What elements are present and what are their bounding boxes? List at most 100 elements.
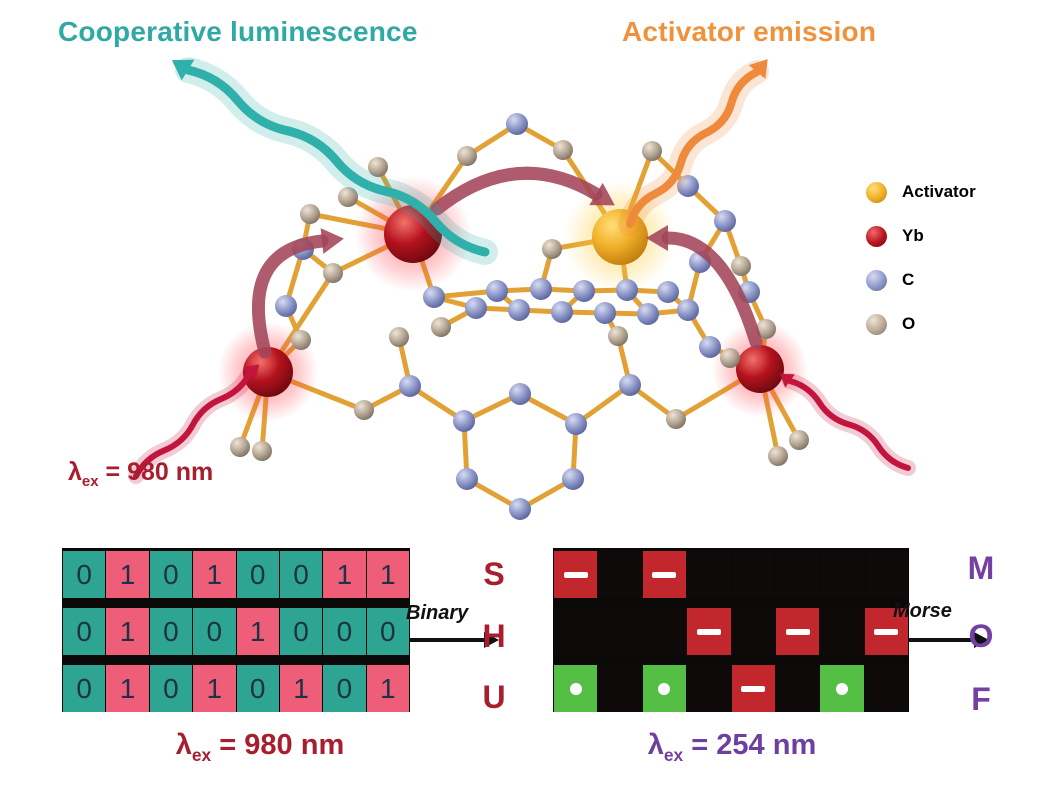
carbon-atom	[275, 295, 297, 317]
energy-transfer-yb-to-activator-head	[589, 182, 615, 206]
carbon-atom	[714, 210, 736, 232]
binary-cell: 0	[323, 665, 366, 712]
carbon-atom	[399, 375, 421, 397]
yb-atom	[243, 347, 293, 397]
lambda-value: = 254 nm	[683, 729, 817, 761]
morse-dot-icon	[835, 682, 848, 695]
oxygen-atom	[642, 141, 662, 161]
morse-cell	[554, 608, 598, 655]
cooperative-luminescence-arrow	[183, 65, 490, 257]
carbon-atom	[616, 279, 638, 301]
morse-letter: F	[971, 681, 991, 717]
morse-cell	[820, 665, 864, 712]
excitation-arrow-right-head	[779, 373, 795, 388]
oxygen-atom	[323, 263, 343, 283]
binary-cell: 0	[236, 665, 279, 712]
carbon-atom	[530, 278, 552, 300]
oxygen-atom	[431, 317, 451, 337]
binary-cell: 1	[323, 551, 366, 598]
carbon-atom	[657, 281, 679, 303]
binary-conversion-arrow-head	[484, 632, 499, 648]
legend-item: O	[866, 302, 976, 346]
morse-cell	[775, 665, 820, 712]
binary-cell: 1	[366, 665, 409, 712]
morse-cell	[731, 608, 775, 655]
carbon-atom	[486, 280, 508, 302]
energy-transfer-right-yb-to-activator-head	[646, 225, 668, 251]
morse-cell	[642, 551, 687, 598]
carbon-atom	[573, 280, 595, 302]
activator-emission-title: Activator emission	[622, 16, 877, 47]
oxygen-atom	[756, 319, 776, 339]
oxygen-atom	[368, 157, 388, 177]
morse-cell	[731, 551, 775, 598]
binary-cell: 0	[236, 551, 279, 598]
morse-cell	[642, 665, 687, 712]
legend-label: C	[902, 270, 915, 289]
excitation-label-molecule: λex = 980 nm	[68, 458, 213, 490]
oxygen-atom	[666, 409, 686, 429]
binary-cell: 0	[193, 608, 236, 655]
conversion-arrow-layer	[408, 632, 989, 648]
morse-cell	[864, 551, 908, 598]
morse-conversion-label: Morse	[893, 600, 952, 622]
morse-dot-icon	[658, 682, 671, 695]
oxygen-atom	[731, 256, 751, 276]
lambda-symbol: λ	[68, 458, 82, 486]
yb-sphere-icon	[866, 225, 887, 247]
excitation-arrow-left-head	[244, 364, 260, 380]
activator-emission-arrow	[626, 68, 761, 228]
oxygen-atom	[252, 441, 272, 461]
legend-label: Yb	[902, 226, 924, 245]
morse-cell	[775, 608, 820, 655]
carbon-atom	[509, 498, 531, 520]
oxygen-atom	[389, 327, 409, 347]
carbon-atom	[423, 286, 445, 308]
binary-cell: 0	[149, 665, 193, 712]
morse-letter: M	[967, 550, 995, 586]
morse-code-panel	[553, 548, 909, 712]
energy-transfer-right-yb-to-activator	[661, 231, 763, 349]
legend-item: Yb	[866, 214, 976, 258]
binary-cell: 1	[193, 551, 236, 598]
activator-emission-arrow-head	[748, 59, 768, 79]
o-sphere-icon	[866, 313, 887, 335]
binary-cell: 0	[279, 551, 323, 598]
legend-label: O	[902, 314, 916, 333]
cooperative-luminescence-title: Cooperative luminescence	[58, 16, 418, 47]
legend-item: C	[866, 258, 976, 302]
oxygen-atom	[720, 348, 740, 368]
bond	[573, 382, 633, 427]
morse-cell	[598, 551, 642, 598]
binary-cell: 0	[149, 608, 193, 655]
carbon-atom	[594, 302, 616, 324]
morse-cell	[864, 665, 908, 712]
morse-row	[554, 608, 908, 655]
binary-cell: 1	[106, 665, 149, 712]
morse-cell	[775, 551, 820, 598]
morse-row	[554, 665, 908, 712]
activator-sphere-icon	[866, 181, 887, 203]
energy-transfer-layer	[251, 166, 763, 359]
binary-cell: 1	[279, 665, 323, 712]
morse-cell	[598, 665, 642, 712]
morse-dash-icon	[785, 628, 810, 635]
carbon-atom	[677, 299, 699, 321]
binary-letter: H	[482, 618, 506, 654]
lambda-subscript: ex	[191, 744, 212, 765]
morse-letter: O	[968, 618, 994, 654]
oxygen-atom	[338, 187, 358, 207]
carbon-atom	[453, 410, 475, 432]
oxygen-atom	[768, 446, 788, 466]
morse-cell	[642, 608, 687, 655]
legend-label: Activator	[902, 182, 976, 201]
energy-transfer-yb-to-activator	[430, 166, 603, 216]
wavy-arrow-layer	[128, 57, 916, 484]
morse-dot-icon	[569, 682, 582, 695]
excitation-arrow-right	[787, 378, 911, 471]
